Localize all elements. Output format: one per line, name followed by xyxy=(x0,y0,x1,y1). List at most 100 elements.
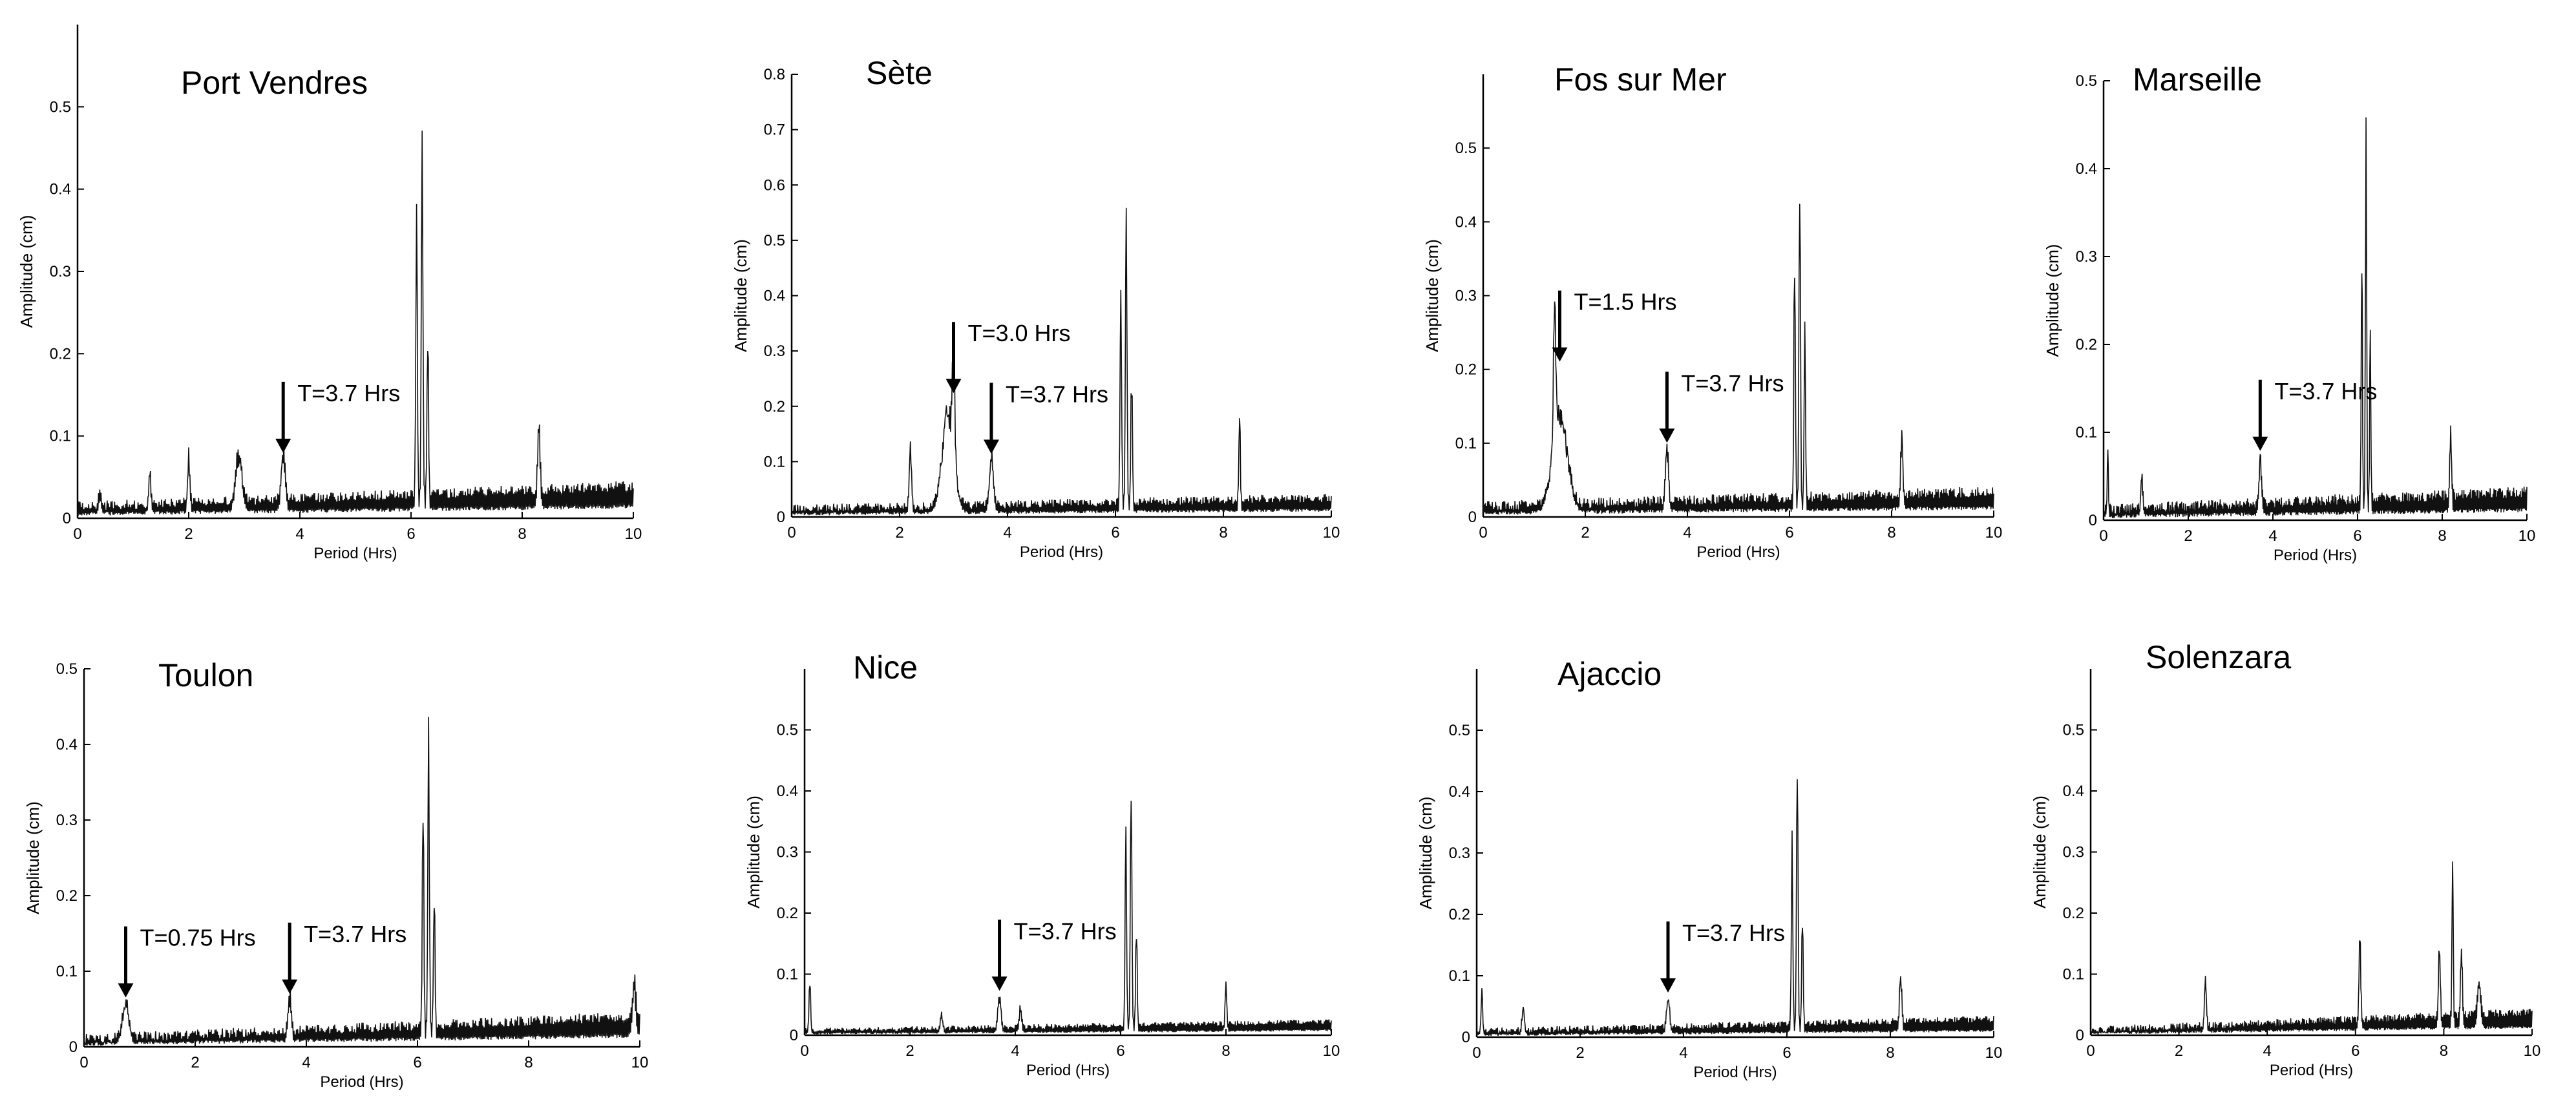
spectrum-series-line xyxy=(791,207,1332,516)
y-tick-label: 0.4 xyxy=(1449,783,1470,801)
x-tick-label: 8 xyxy=(1887,524,1895,542)
annotation-label: T=3.7 Hrs xyxy=(1682,920,1785,946)
x-tick-label: 4 xyxy=(2263,1042,2272,1060)
x-tick-label: 10 xyxy=(2518,527,2536,545)
x-tick-label: 0 xyxy=(800,1042,808,1060)
x-tick-label: 6 xyxy=(413,1054,421,1071)
chart-panel: 0 2 4 6 8 10 0 0.1 0.2 0.3 0.4 0.5 Period (Hrs) Ampli… xyxy=(23,657,648,1091)
x-axis-label: Period (Hrs) xyxy=(1693,1064,1777,1081)
y-tick-label: 0.5 xyxy=(2063,722,2084,739)
annotation-label: T=3.7 Hrs xyxy=(304,921,406,947)
x-axis-label: Period (Hrs) xyxy=(2274,547,2357,564)
chart-title: Solenzara xyxy=(2146,639,2291,675)
y-tick-label: 0.1 xyxy=(56,963,78,980)
chart-panel: 0 2 4 6 8 10 0 0.1 0.2 0.3 0.4 0.5 Period (Hrs) Ampli… xyxy=(2030,639,2540,1079)
x-axis-label: Period (Hrs) xyxy=(2270,1062,2353,1079)
y-tick-label: 0.2 xyxy=(50,345,71,363)
y-tick-label: 0.5 xyxy=(2076,72,2097,90)
y-tick-label: 0.2 xyxy=(2063,905,2084,922)
annotation-label: T=3.7 Hrs xyxy=(1006,381,1108,407)
x-tick-label: 6 xyxy=(1782,1044,1791,1062)
y-tick-label: 0 xyxy=(777,509,785,526)
annotation-label: T=3.7 Hrs xyxy=(297,380,400,406)
x-tick-label: 4 xyxy=(1011,1042,1019,1060)
x-axis-label: Period (Hrs) xyxy=(1020,543,1103,561)
annotation-arrow-head xyxy=(1552,347,1568,362)
x-tick-label: 4 xyxy=(1003,524,1011,542)
annotation-arrow-head xyxy=(983,439,999,454)
spectrum-series-line xyxy=(2090,861,2533,1035)
y-tick-label: 0.3 xyxy=(2063,844,2084,861)
spectrum-series-line xyxy=(83,717,640,1046)
x-axis-label: Period (Hrs) xyxy=(320,1073,403,1091)
y-axis-label: Amplitude (cm) xyxy=(1422,239,1442,352)
y-tick-label: 0.1 xyxy=(50,428,71,445)
spectrum-series-line xyxy=(1476,779,1994,1037)
y-tick-label: 0.1 xyxy=(1449,967,1470,985)
y-tick-label: 0.1 xyxy=(777,966,798,984)
x-tick-label: 4 xyxy=(295,525,304,543)
x-tick-label: 2 xyxy=(905,1042,914,1060)
chart-panel: 0 2 4 6 8 10 0 0.1 0.2 0.3 0.4 0.5 Period (Hrs) Ampli… xyxy=(744,649,1340,1079)
x-tick-label: 2 xyxy=(2175,1042,2183,1060)
x-tick-label: 10 xyxy=(1323,1042,1340,1060)
annotation-arrow-head xyxy=(1660,978,1676,993)
y-tick-label: 0.4 xyxy=(56,736,78,753)
y-tick-label: 0.8 xyxy=(764,66,785,83)
annotation-label: T=1.5 Hrs xyxy=(1574,289,1677,315)
x-tick-label: 0 xyxy=(2086,1042,2095,1060)
x-tick-label: 10 xyxy=(625,525,642,543)
annotation-arrow-head xyxy=(1659,428,1675,443)
y-tick-label: 0.2 xyxy=(764,398,785,416)
annotation-label: T=3.7 Hrs xyxy=(1014,918,1117,944)
x-tick-label: 0 xyxy=(1479,524,1487,542)
chart-title: Port Vendres xyxy=(181,65,368,101)
y-tick-label: 0 xyxy=(2076,1027,2084,1044)
spectrum-series-line xyxy=(77,131,634,516)
chart-panel: 0 2 4 6 8 10 0 0.1 0.2 0.3 0.4 0.5 Period (Hrs) Ampli… xyxy=(1422,61,2002,561)
x-tick-label: 8 xyxy=(1219,524,1227,542)
y-tick-label: 0.3 xyxy=(777,844,798,861)
x-tick-label: 8 xyxy=(524,1054,533,1071)
y-tick-label: 0.1 xyxy=(1455,435,1477,452)
x-tick-label: 4 xyxy=(302,1054,310,1071)
annotation-arrow-head xyxy=(282,979,298,994)
y-tick-label: 0.3 xyxy=(764,342,785,360)
x-tick-label: 6 xyxy=(1785,524,1793,542)
x-tick-label: 0 xyxy=(2099,527,2107,545)
chart-title: Sète xyxy=(866,55,933,91)
annotation-arrow-head xyxy=(2252,436,2268,451)
spectrum-series-line xyxy=(1483,204,1994,515)
y-tick-label: 0.7 xyxy=(764,121,785,139)
y-tick-label: 0.3 xyxy=(50,263,71,280)
y-tick-label: 0.4 xyxy=(2063,783,2084,800)
y-tick-label: 0.5 xyxy=(777,722,798,739)
y-tick-label: 0 xyxy=(69,1038,78,1056)
y-axis-label: Amplitude (cm) xyxy=(1416,797,1435,910)
y-tick-label: 0.2 xyxy=(777,905,798,922)
x-tick-label: 4 xyxy=(1679,1044,1687,1062)
x-tick-label: 6 xyxy=(406,525,415,543)
y-tick-label: 0 xyxy=(2089,512,2097,529)
y-tick-label: 0 xyxy=(790,1027,798,1044)
annotation-label: T=0.75 Hrs xyxy=(140,925,256,951)
x-tick-label: 8 xyxy=(2438,527,2446,545)
y-tick-label: 0.1 xyxy=(2063,966,2084,984)
y-tick-label: 0.5 xyxy=(764,232,785,249)
y-tick-label: 0 xyxy=(63,510,71,527)
x-tick-label: 2 xyxy=(1576,1044,1584,1062)
y-tick-label: 0.2 xyxy=(1449,906,1470,923)
y-tick-label: 0.3 xyxy=(1449,845,1470,862)
y-tick-label: 0.3 xyxy=(2076,248,2097,266)
x-tick-label: 2 xyxy=(2184,527,2192,545)
x-tick-label: 2 xyxy=(1581,524,1589,542)
x-tick-label: 8 xyxy=(2440,1042,2448,1060)
x-tick-label: 10 xyxy=(1985,1044,2003,1062)
annotation-arrow-head xyxy=(275,438,291,453)
y-tick-label: 0 xyxy=(1462,1029,1470,1046)
y-tick-label: 0.1 xyxy=(764,453,785,470)
annotation-arrow-head xyxy=(945,379,962,394)
chart-title: Ajaccio xyxy=(1557,656,1662,692)
annotation-label: T=3.7 Hrs xyxy=(2274,378,2377,405)
y-tick-label: 0.4 xyxy=(764,288,785,305)
